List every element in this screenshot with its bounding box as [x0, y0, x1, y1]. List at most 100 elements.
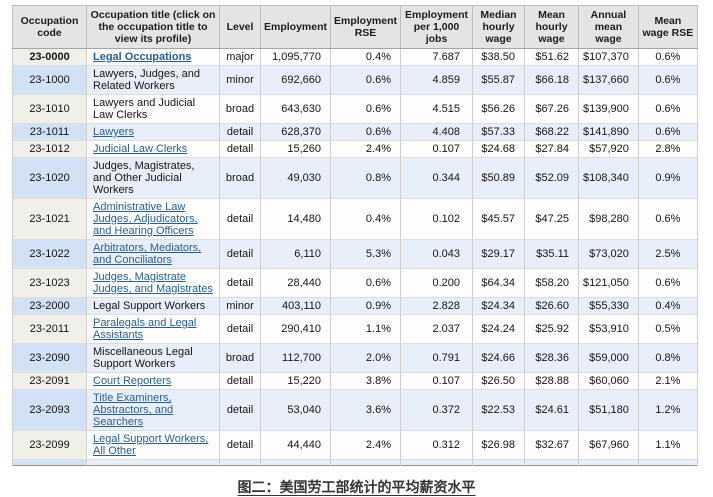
cell-occupation-title: Judges, Magistrates, and Other Judicial …	[86, 157, 220, 199]
cell-employment: 628,370	[260, 123, 331, 141]
cell-employment-per-1000-jobs: 0.043	[400, 239, 473, 269]
table-row: 23-1000 Lawyers, Judges, and Related Work…	[12, 65, 698, 95]
cell-median-hourly-wage: $57.33	[472, 123, 525, 141]
cell-partial	[637, 459, 698, 466]
col-header-employment: Employment	[260, 5, 331, 49]
cell-level: major	[219, 48, 261, 66]
cell-mean-wage-rse: 0.6%	[637, 94, 698, 124]
occupation-title-link[interactable]: Lawyers	[93, 126, 134, 138]
cell-employment-per-1000-jobs: 2.037	[400, 314, 473, 344]
cell-mean-wage-rse: 0.9%	[637, 157, 698, 199]
cell-mean-wage-rse: 2.8%	[637, 140, 698, 158]
cell-occupation-code: 23-2099	[12, 430, 87, 460]
occupation-title-link[interactable]: Arbitrators, Mediators, and Conciliators	[93, 242, 202, 266]
occupation-title-link[interactable]: Court Reporters	[93, 375, 172, 387]
cell-occupation-code: 23-1011	[12, 123, 87, 141]
cell-employment: 44,440	[260, 430, 331, 460]
occupation-title-link[interactable]: Legal Occupations	[93, 51, 192, 63]
table-row: 23-1022 Arbitrators, Mediators, and Conci…	[12, 239, 698, 269]
col-header-annual-mean-wage: Annual mean wage	[578, 5, 639, 49]
cell-mean-wage-rse: 1.1%	[637, 430, 698, 460]
cell-mean-hourly-wage: $66.18	[524, 65, 579, 95]
col-header-level: Level	[219, 5, 261, 49]
cell-partial	[578, 459, 639, 466]
occupation-title-link[interactable]: Paralegals and Legal Assistants	[93, 317, 197, 341]
cell-level: detail	[219, 268, 261, 298]
cell-median-hourly-wage: $38.50	[472, 48, 525, 66]
cell-partial	[260, 459, 331, 466]
table-row: 23-2000 Legal Support Workers minor 403,110…	[12, 297, 698, 315]
cell-occupation-title: Judicial Law Clerks	[86, 140, 220, 158]
cell-annual-mean-wage: $141,890	[578, 123, 639, 141]
cell-annual-mean-wage: $73,020	[578, 239, 639, 269]
cell-median-hourly-wage: $56.26	[472, 94, 525, 124]
cell-occupation-code: 23-2090	[12, 343, 87, 373]
cell-employment: 403,110	[260, 297, 331, 315]
cell-occupation-code: 23-2011	[12, 314, 87, 344]
cell-annual-mean-wage: $51,180	[578, 389, 639, 431]
occupation-title-link[interactable]: Judicial Law Clerks	[93, 143, 188, 155]
cell-partial	[86, 459, 220, 466]
cell-employment-rse: 2.0%	[330, 343, 401, 373]
cell-level: detail	[219, 372, 261, 390]
table-row: 23-2099 Legal Support Workers, All Other d…	[12, 430, 698, 460]
table-row: 23-0000 Legal Occupations major 1,095,770 0.…	[12, 48, 698, 66]
cell-occupation-code: 23-2000	[12, 297, 87, 315]
cell-level: detail	[219, 430, 261, 460]
col-header-employment-per-1000-jobs: Employment per 1,000 jobs	[400, 5, 473, 49]
cell-occupation-title: Court Reporters	[86, 372, 220, 390]
cell-employment-per-1000-jobs: 2.828	[400, 297, 473, 315]
cell-mean-hourly-wage: $24.61	[524, 389, 579, 431]
cell-employment: 112,700	[260, 343, 331, 373]
cell-mean-hourly-wage: $47.25	[524, 198, 579, 240]
cell-level: detail	[219, 239, 261, 269]
table-header-row: Occupation code Occupation title (click …	[12, 5, 698, 49]
cell-employment-rse: 5.3%	[330, 239, 401, 269]
cell-employment-per-1000-jobs: 4.515	[400, 94, 473, 124]
cell-annual-mean-wage: $53,910	[578, 314, 639, 344]
cell-occupation-title: Lawyers and Judicial Law Clerks	[86, 94, 220, 124]
cell-occupation-code: 23-1020	[12, 157, 87, 199]
cell-annual-mean-wage: $107,370	[578, 48, 639, 66]
occupation-title-link[interactable]: Judges, Magistrate Judges, and Magistrat…	[93, 271, 213, 295]
cell-partial	[219, 459, 261, 466]
cell-level: detail	[219, 123, 261, 141]
cell-mean-wage-rse: 0.6%	[637, 198, 698, 240]
figure-caption: 图二：美国劳工部统计的平均薪资水平	[237, 479, 476, 495]
cell-employment: 14,480	[260, 198, 331, 240]
occupation-title-link[interactable]: Administrative Law Judges, Adjudicators,…	[93, 201, 198, 237]
cell-mean-wage-rse: 2.5%	[637, 239, 698, 269]
cell-mean-hourly-wage: $51.62	[524, 48, 579, 66]
cell-mean-hourly-wage: $67.26	[524, 94, 579, 124]
col-header-mean-hourly-wage: Mean hourly wage	[524, 5, 579, 49]
cell-employment: 53,040	[260, 389, 331, 431]
table-row: 23-1010 Lawyers and Judicial Law Clerks br…	[12, 94, 698, 124]
cell-level: detail	[219, 389, 261, 431]
occupation-title-link[interactable]: Legal Support Workers, All Other	[93, 433, 209, 457]
occupation-wage-table: Occupation code Occupation title (click …	[12, 5, 698, 466]
cell-occupation-code: 23-1022	[12, 239, 87, 269]
cell-employment-per-1000-jobs: 0.344	[400, 157, 473, 199]
cell-employment-rse: 0.4%	[330, 198, 401, 240]
cell-employment: 692,660	[260, 65, 331, 95]
cell-level: broad	[219, 343, 261, 373]
cell-employment: 643,630	[260, 94, 331, 124]
cell-employment-per-1000-jobs: 4.859	[400, 65, 473, 95]
cell-occupation-code: 23-1010	[12, 94, 87, 124]
cell-occupation-title: Legal Support Workers	[86, 297, 220, 315]
table-row: 23-2091 Court Reporters detail 15,220 3.8% 0.…	[12, 372, 698, 390]
cell-employment-per-1000-jobs: 0.372	[400, 389, 473, 431]
cell-mean-hourly-wage: $27.84	[524, 140, 579, 158]
cell-partial	[330, 459, 401, 466]
cell-mean-hourly-wage: $26.60	[524, 297, 579, 315]
cell-employment-rse: 0.6%	[330, 65, 401, 95]
table-row: 23-1023 Judges, Magistrate Judges, and Ma…	[12, 268, 698, 298]
cell-occupation-code: 23-1000	[12, 65, 87, 95]
cell-occupation-code: 23-2091	[12, 372, 87, 390]
cell-occupation-title: Lawyers	[86, 123, 220, 141]
cell-occupation-title: Miscellaneous Legal Support Workers	[86, 343, 220, 373]
table-row: 23-1011 Lawyers detail 628,370 0.6% 4.408 $57.…	[12, 123, 698, 141]
occupation-title-link[interactable]: Title Examiners, Abstractors, and Search…	[93, 392, 174, 428]
cell-employment: 15,260	[260, 140, 331, 158]
